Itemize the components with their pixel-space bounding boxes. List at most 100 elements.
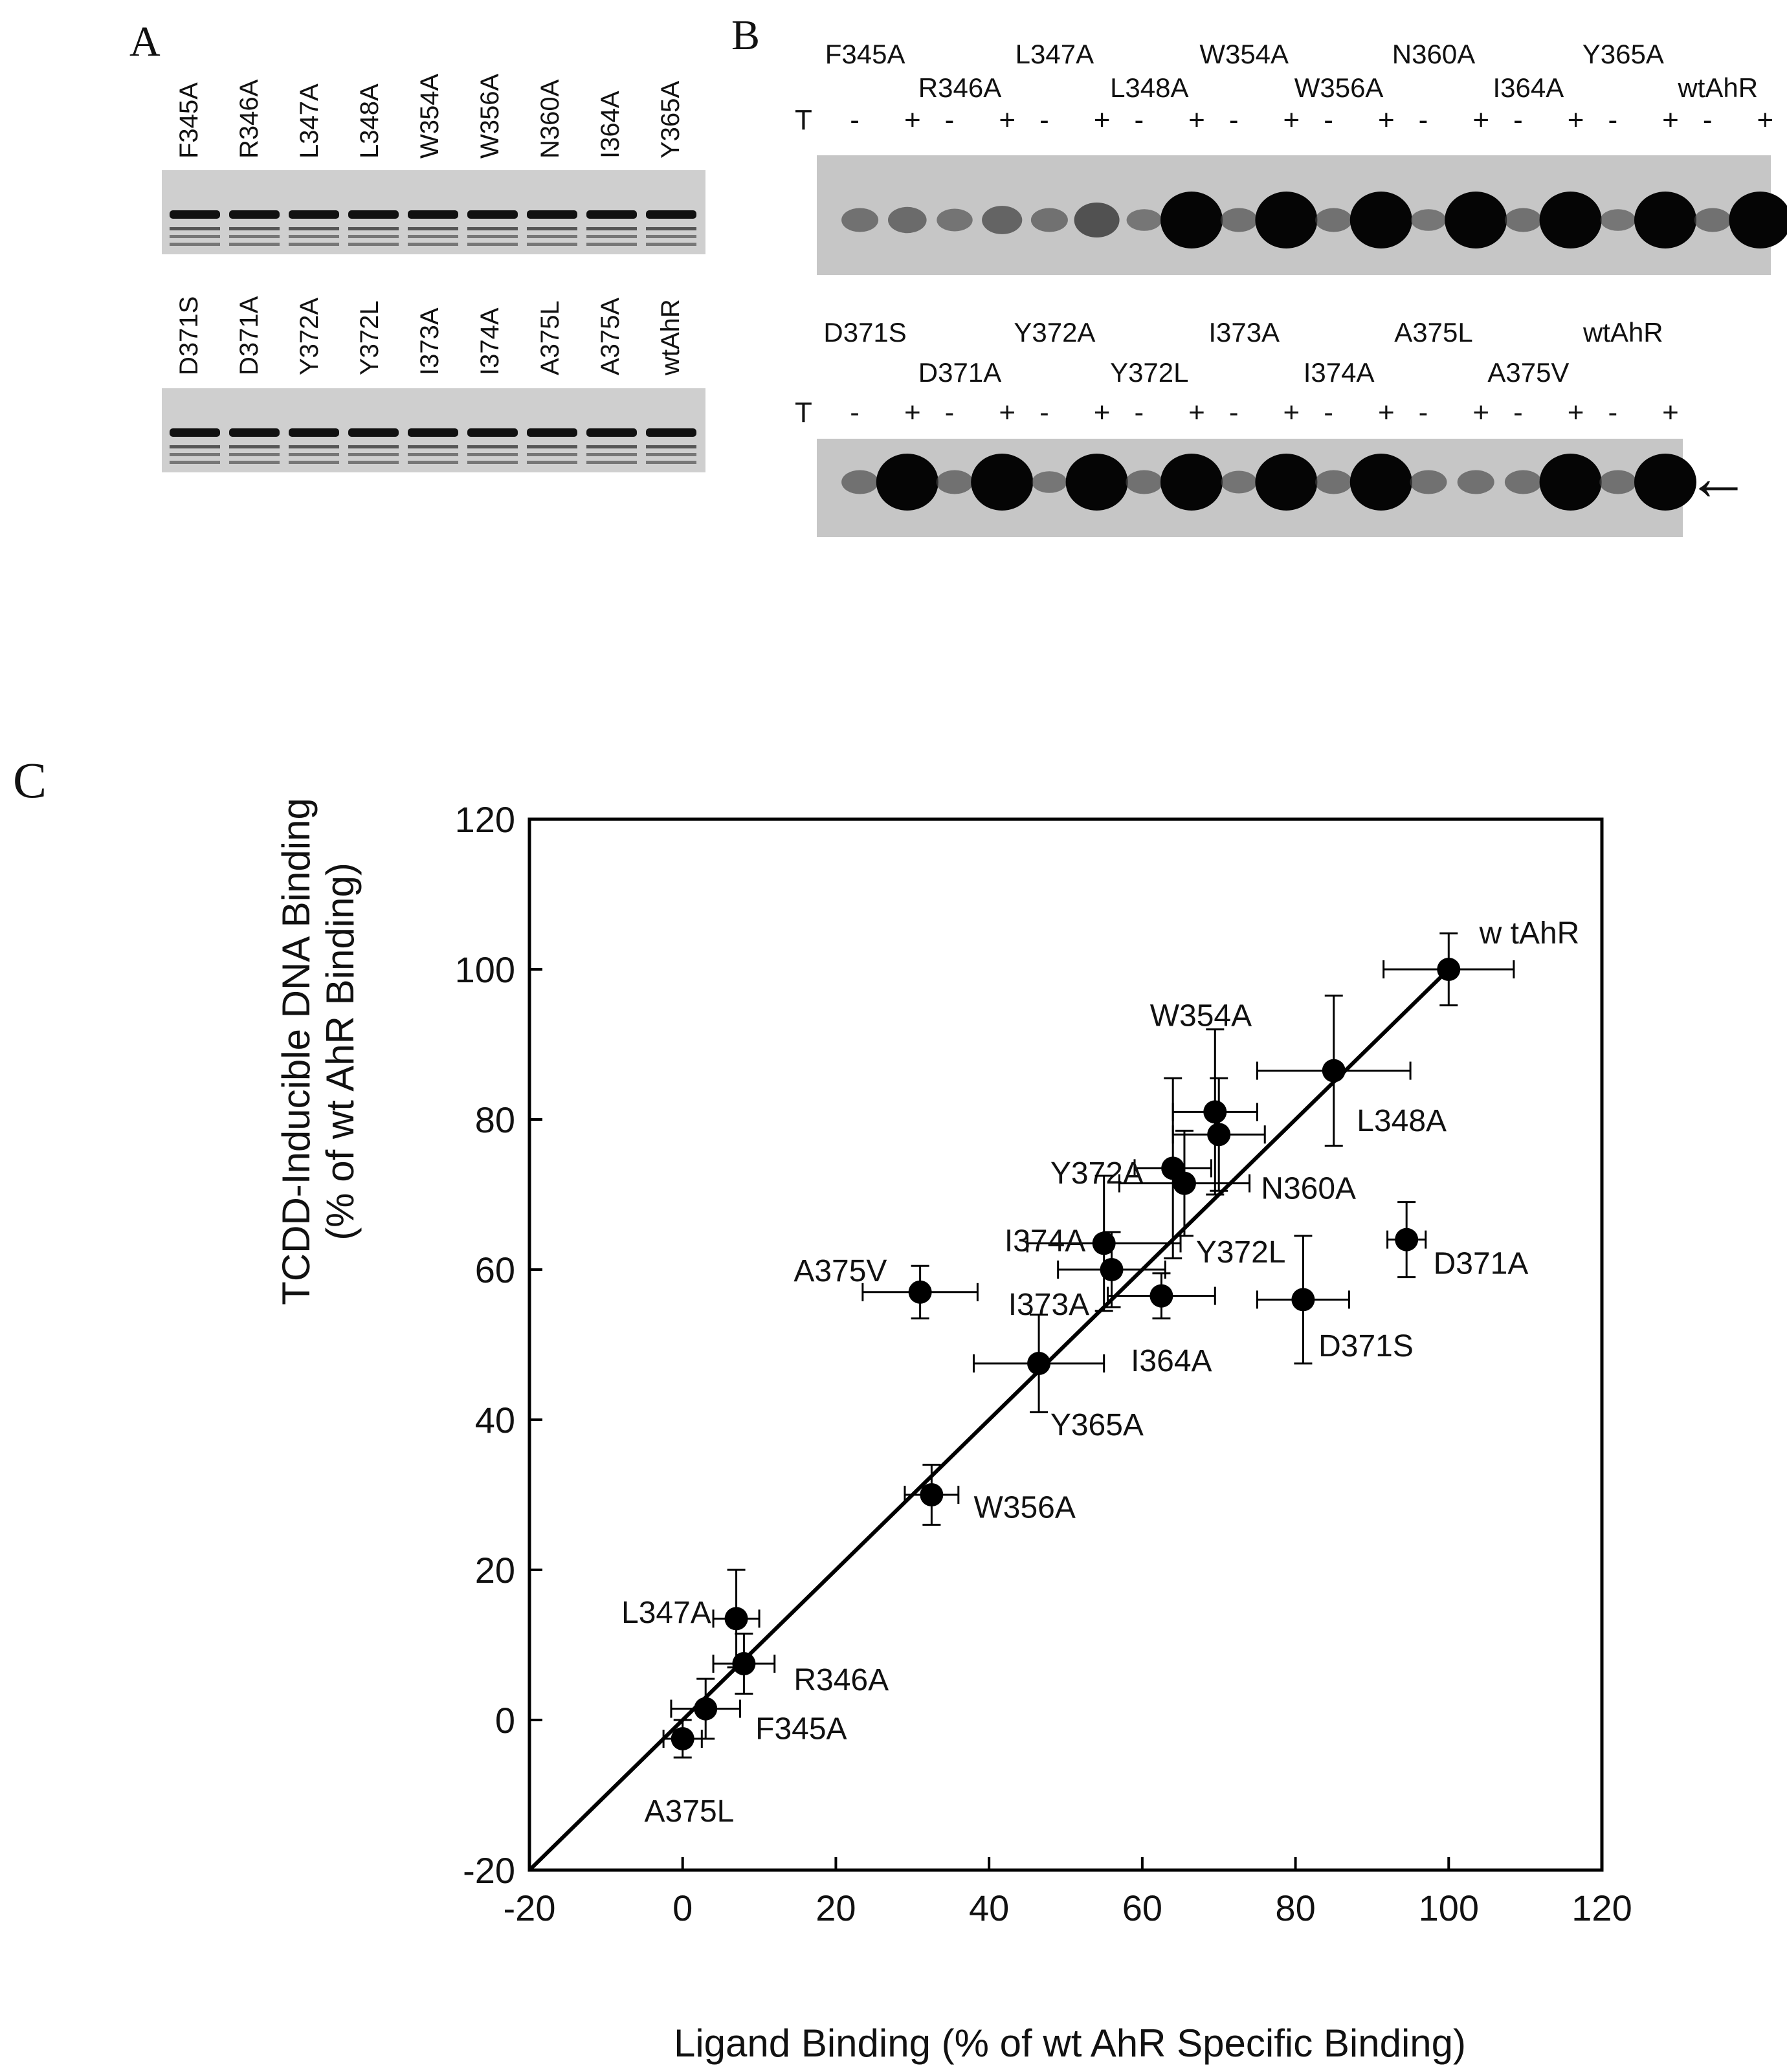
protein-band [170, 428, 220, 437]
minor-band [467, 453, 518, 456]
dna-band [1539, 192, 1602, 248]
minor-band [527, 243, 577, 246]
protein-band [467, 210, 518, 219]
data-point: F345A [670, 1677, 847, 1747]
protein-band [348, 210, 399, 219]
minus-sign: - [1513, 104, 1523, 136]
point-label: R346A [794, 1663, 889, 1697]
lane-label: W356A [476, 74, 504, 159]
protein-band [586, 428, 637, 437]
point-marker [1437, 958, 1461, 981]
plot-frame [527, 817, 1604, 1872]
plus-sign: + [999, 397, 1016, 428]
minor-band [527, 227, 577, 230]
lane-label: I374A [1304, 357, 1375, 388]
minor-band [586, 243, 637, 246]
treatment-label-row2: T [795, 397, 812, 428]
data-point: A375V [794, 1254, 979, 1319]
minor-band [527, 453, 577, 456]
plus-sign: + [1094, 397, 1111, 428]
point-marker [908, 1280, 932, 1304]
point-label: I374A [1004, 1224, 1085, 1259]
protein-band [586, 210, 637, 219]
panel-b-row2-signs: - + - + - + - + - + - + - + - + - + [850, 397, 1679, 428]
lane-label: A375A [596, 298, 625, 375]
data-point: Y365A [972, 1314, 1144, 1442]
plus-sign: + [1568, 104, 1584, 136]
dna-band [1410, 209, 1447, 231]
plus-sign: + [1378, 397, 1395, 428]
lane-label: L348A [355, 83, 384, 159]
dna-band [888, 206, 927, 234]
point-label: N360A [1261, 1171, 1356, 1206]
dna-band [1220, 208, 1258, 232]
dna-band [1030, 208, 1068, 232]
lane-label: I364A [1493, 72, 1564, 103]
panel-a: F345A R346A L347A L348A W354A W356A N360A I364A… [162, 74, 705, 472]
y-tick-label: 0 [495, 1700, 515, 1741]
lane-label: I373A [416, 307, 444, 375]
lane-label: wtAhR [656, 299, 685, 376]
lane-label: F345A [175, 82, 203, 159]
minus-sign: - [945, 104, 955, 136]
panel-b-row2-lane-labels: D371S Y372A I373A A375L wtAhR D371A Y372L I374A… [823, 317, 1663, 388]
point-marker [1100, 1258, 1124, 1281]
minor-band [229, 227, 280, 230]
minor-band [348, 453, 399, 456]
minor-band [586, 461, 637, 464]
point-marker [1092, 1231, 1116, 1255]
minor-band [348, 235, 399, 238]
minor-band [348, 461, 399, 464]
data-point: I373A [1008, 1231, 1166, 1322]
dna-band [1504, 470, 1542, 494]
x-tick-label: -20 [504, 1888, 556, 1928]
plus-sign: + [1378, 104, 1395, 136]
minor-band [646, 243, 696, 246]
y-tick-label: 20 [475, 1550, 515, 1591]
minor-band [229, 445, 280, 448]
minor-band [408, 235, 458, 238]
lane-label: wtAhR [1582, 317, 1663, 347]
dna-band [1457, 470, 1494, 494]
dna-band [1065, 454, 1128, 511]
arrow-icon: ← [1686, 441, 1751, 514]
dna-band [1634, 192, 1696, 248]
y-tick-label: 60 [475, 1250, 515, 1290]
point-marker [920, 1483, 944, 1506]
plus-sign: + [904, 397, 921, 428]
protein-band [229, 210, 280, 219]
panel-a-gel-bottom [162, 388, 705, 472]
panel-a-row2-lane-labels: D371S D371A Y372A Y372L I373A I374A A375L A375A… [175, 296, 685, 376]
lane-label: W354A [416, 74, 444, 159]
minor-band [289, 243, 339, 246]
minor-band [289, 235, 339, 238]
panel-b-row1-lane-labels: F345A L347A W354A N360A Y365A R346A L348A W356A… [825, 39, 1758, 103]
lane-label: A375L [1394, 317, 1472, 347]
minus-sign: - [1608, 104, 1617, 136]
minor-band [289, 227, 339, 230]
minor-band [467, 243, 518, 246]
x-axis-label: Ligand Binding (% of wt AhR Specific Bin… [674, 2022, 1466, 2065]
panel-b: F345A L347A W354A N360A Y365A R346A L348A W356A… [795, 39, 1787, 537]
point-label: A375V [794, 1254, 887, 1288]
minus-sign: - [1324, 104, 1333, 136]
y-tick-label: 100 [455, 949, 515, 990]
dna-band [876, 454, 938, 511]
lane-label: R346A [235, 79, 263, 159]
minus-sign: - [1039, 397, 1049, 428]
lane-label: D371S [175, 296, 203, 375]
plus-sign: + [1472, 397, 1489, 428]
data-point: L348A [1256, 995, 1447, 1147]
dna-band [1160, 454, 1223, 511]
point-label: W356A [973, 1490, 1075, 1525]
point-label: F345A [755, 1712, 847, 1747]
point-marker [732, 1652, 756, 1675]
point-marker [1172, 1171, 1196, 1195]
dna-band [1074, 203, 1120, 237]
x-tick-label: 120 [1571, 1888, 1632, 1928]
minor-band [527, 235, 577, 238]
lane-label: Y365A [656, 81, 685, 159]
lane-label: Y372A [1014, 317, 1095, 347]
lane-label: wtAhR [1677, 72, 1758, 103]
